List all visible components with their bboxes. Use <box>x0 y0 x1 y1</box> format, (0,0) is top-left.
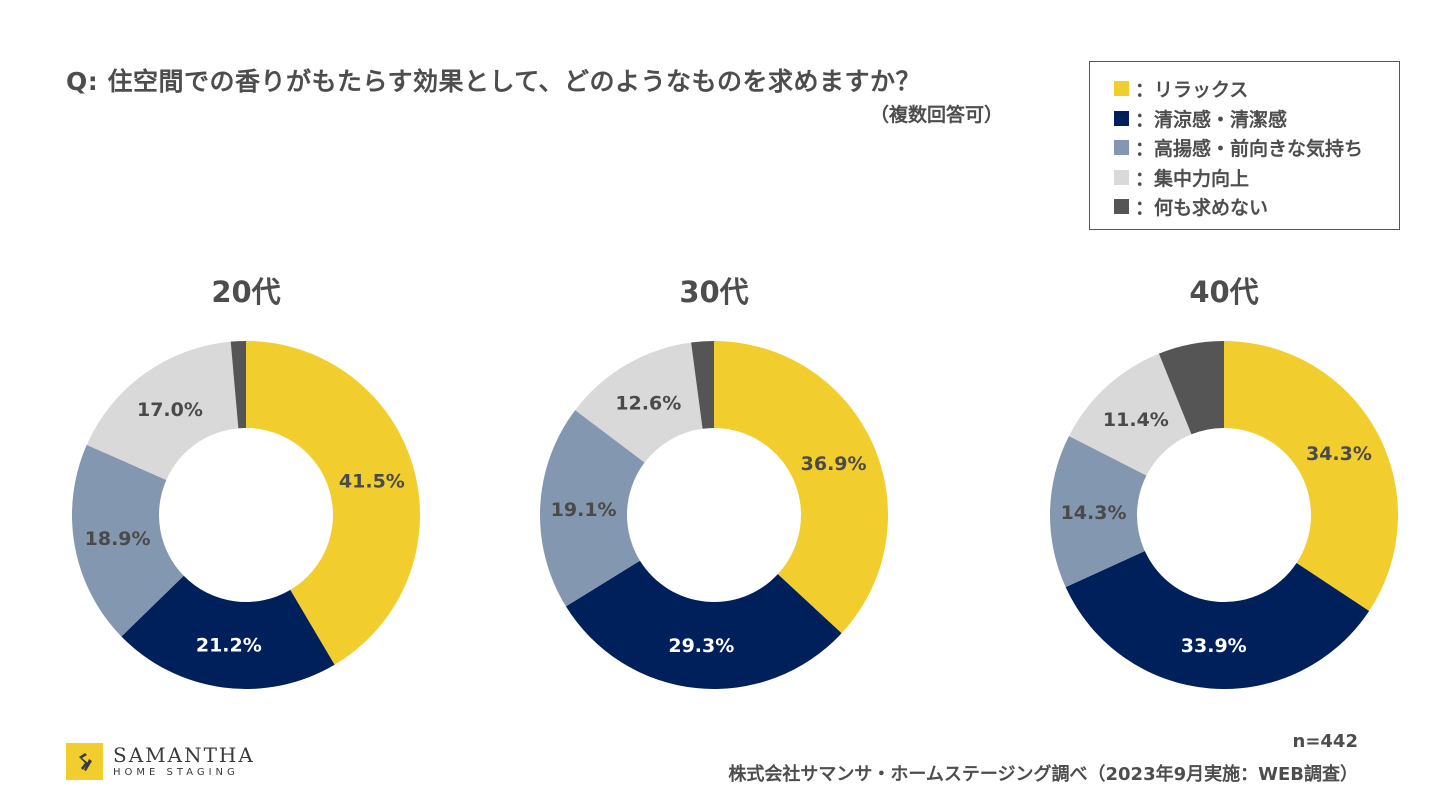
donut-svg: 36.9% 29.3% 19.1% 12.6% <box>540 341 888 689</box>
slice-label-uplift: 19.1% <box>551 499 617 521</box>
source-note: 株式会社サマンサ・ホームステージング調べ（2023年9月実施：WEB調査） <box>728 764 1358 785</box>
legend-item-none: ：何も求めない <box>1114 192 1399 222</box>
slice-fresh <box>121 575 335 689</box>
legend-label: ：清涼感・清潔感 <box>1135 108 1288 131</box>
slice-focus <box>1068 353 1192 476</box>
slice-relax <box>1224 341 1398 611</box>
slice-label-relax: 34.3% <box>1306 443 1372 465</box>
logo-mark-icon <box>66 743 103 780</box>
slice-label-fresh: 33.9% <box>1181 635 1247 657</box>
slice-label-uplift: 14.3% <box>1061 502 1127 524</box>
slice-label-relax: 41.5% <box>339 471 405 493</box>
slice-uplift <box>540 410 645 607</box>
company-logo: SAMANTHA HOME STAGING <box>66 743 255 780</box>
slice-focus <box>575 342 703 463</box>
legend-label: ：リラックス <box>1135 79 1249 102</box>
slice-label-relax: 36.9% <box>801 453 867 475</box>
legend-item-fresh: ：清涼感・清潔感 <box>1114 104 1399 134</box>
slice-label-focus: 11.4% <box>1103 409 1169 431</box>
slice-label-uplift: 18.9% <box>85 528 151 550</box>
slice-relax <box>714 341 888 634</box>
legend-label: ：集中力向上 <box>1135 167 1250 190</box>
legend-swatch-icon <box>1114 110 1129 126</box>
legend-swatch-icon <box>1114 140 1129 156</box>
legend-item-uplift: ：高揚感・前向きな気持ち <box>1114 133 1399 163</box>
slice-fresh <box>1065 551 1370 689</box>
slice-label-focus: 12.6% <box>615 392 681 414</box>
legend-label: ：何も求めない <box>1135 197 1269 220</box>
legend-item-relax: ：リラックス <box>1114 74 1399 104</box>
logo-subtitle: HOME STAGING <box>113 767 239 778</box>
slice-uplift <box>71 444 184 637</box>
donut-svg: 41.5% 21.2% 18.9% 17.0% <box>71 341 420 689</box>
sample-size: n=442 <box>1292 731 1358 752</box>
chart-title: 20代 <box>211 275 281 309</box>
donut-chart-40s: 40代 34.3% 33.9% 14.3% 11.4% <box>1044 265 1404 705</box>
slice-label-fresh: 21.2% <box>196 634 262 656</box>
slice-none <box>1158 341 1224 435</box>
slice-uplift <box>1050 436 1147 588</box>
chart-legend: ：リラックス ：清涼感・清潔感 ：高揚感・前向きな気持ち ：集中力向上 ：何も求… <box>1089 61 1400 230</box>
slice-label-focus: 17.0% <box>137 399 203 421</box>
donut-svg: 34.3% 33.9% 14.3% 11.4% <box>1050 341 1398 689</box>
donut-chart-20s: 20代 41.5% 21.2% 18.9% 17.0% <box>66 265 426 705</box>
slice-focus <box>86 341 239 480</box>
legend-swatch-icon <box>1114 81 1129 97</box>
legend-item-focus: ：集中力向上 <box>1114 163 1399 193</box>
slice-label-fresh: 29.3% <box>668 635 734 657</box>
donut-chart-30s: 30代 36.9% 29.3% 19.1% 12.6% <box>534 265 894 705</box>
page-subtitle: （複数回答可） <box>870 104 1004 126</box>
slice-none <box>691 341 714 429</box>
legend-swatch-icon <box>1114 199 1129 215</box>
chart-title: 40代 <box>1189 275 1259 309</box>
page-title: Q: 住空間での香りがもたらす効果として、どのようなものを求めますか？ <box>66 67 921 96</box>
slice-fresh <box>565 560 842 689</box>
logo-name: SAMANTHA <box>113 743 255 767</box>
slice-relax <box>246 341 420 665</box>
legend-label: ：高揚感・前向きな気持ち <box>1135 138 1364 161</box>
chart-title: 30代 <box>679 275 749 309</box>
legend-swatch-icon <box>1114 169 1129 185</box>
slice-none <box>230 341 246 429</box>
